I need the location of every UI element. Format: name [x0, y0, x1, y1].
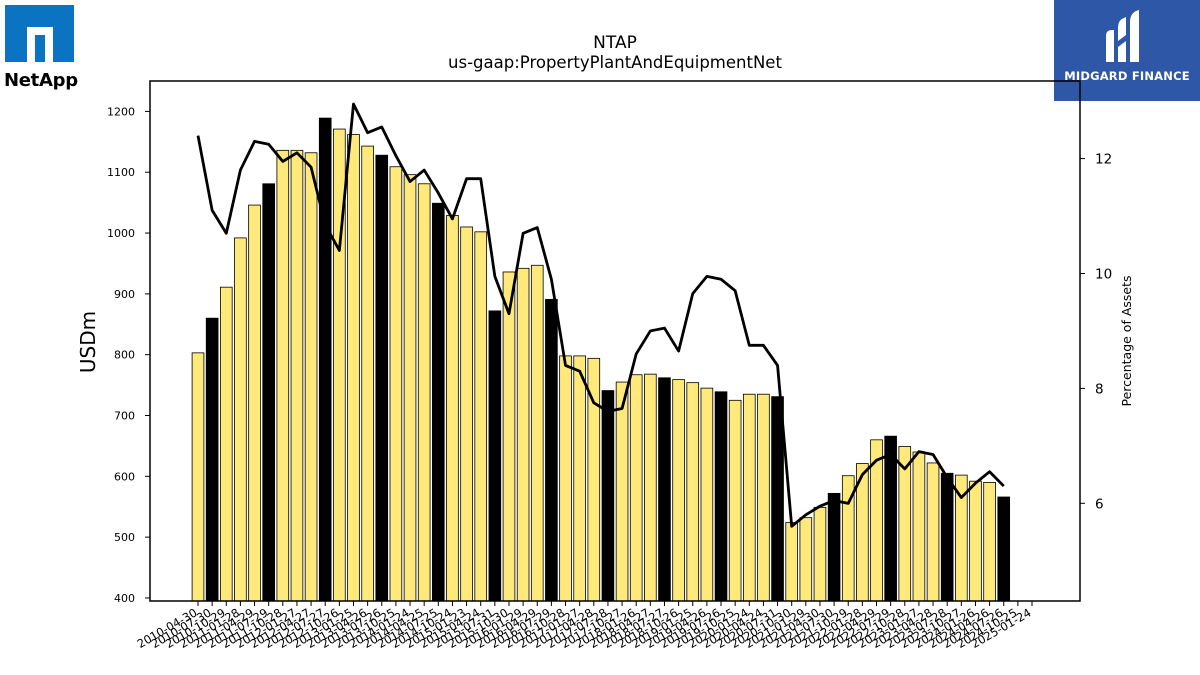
bar-2019-01-25: [686, 382, 700, 602]
y2-tick-label: 10: [1095, 266, 1112, 282]
chart-title: NTAP: [593, 33, 637, 53]
y2-tick-label: 12: [1095, 152, 1112, 168]
bar-2018-01-26: [629, 374, 643, 602]
bar-2016-04-29: [530, 264, 544, 602]
bar-2023-01-27: [912, 451, 926, 602]
y-axis-label: USDm: [76, 311, 100, 373]
midgard-mark-icon: [1106, 10, 1139, 62]
bar-2015-07-31: [488, 310, 502, 602]
bar-2015-04-24: [474, 231, 488, 602]
midgard-finance-logo: MIDGARD FINANCE: [1054, 0, 1200, 101]
bar-2013-07-26: [375, 154, 389, 602]
y-tick-label: 1100: [107, 166, 135, 179]
y-tick-label: 600: [114, 470, 135, 483]
y-tick-label: 800: [114, 349, 135, 362]
bar-2020-10-30: [785, 522, 798, 602]
bar-2018-07-27: [658, 377, 671, 602]
bar-series: [191, 117, 1011, 602]
y2-axis-ticks: 6 8 10 12: [1080, 152, 1112, 512]
bar-2019-10-25: [728, 399, 742, 602]
y-tick-label: 700: [114, 410, 135, 423]
y-axis-ticks: 400 500 600 700 800 900 1000 1100 1200: [107, 105, 150, 605]
bar-2024-07-26: [997, 496, 1011, 602]
bar-2024-04-26: [983, 481, 996, 602]
bar-2012-01-27: [290, 149, 304, 602]
bar-2012-04-27: [304, 152, 318, 602]
bar-2015-01-23: [460, 226, 473, 602]
netapp-logo-text: NetApp: [4, 70, 78, 91]
midgard-logo-text: MIDGARD FINANCE: [1064, 69, 1190, 83]
bar-2021-01-29: [799, 517, 813, 602]
bar-2023-07-28: [940, 472, 954, 602]
bar-2010-04-30: [191, 352, 205, 602]
y-tick-label: 1000: [107, 227, 135, 240]
bar-2020-04-24: [757, 393, 770, 602]
bar-2022-07-29: [884, 435, 897, 602]
x-axis-ticks: 2010-04-302010-07-302010-10-292011-01-28…: [135, 601, 1034, 651]
bar-2013-10-25: [389, 166, 403, 602]
bar-2014-01-24: [403, 174, 417, 602]
line-series: [196, 102, 1005, 528]
bar-2016-07-29: [545, 298, 558, 602]
bar-2021-04-30: [813, 506, 827, 602]
bar-2023-04-28: [926, 462, 940, 602]
bar-2011-04-29: [248, 204, 261, 602]
bar-2024-01-26: [969, 480, 982, 602]
chart-subtitle: us-gaap:PropertyPlantAndEquipmentNet: [448, 53, 782, 72]
y2-tick-label: 8: [1095, 381, 1104, 397]
netapp-logo: NetApp: [4, 4, 84, 94]
bar-2014-10-24: [446, 215, 459, 602]
bar-2018-10-26: [672, 379, 685, 602]
bar-2017-01-27: [573, 355, 586, 602]
bar-2014-07-25: [432, 202, 445, 602]
netapp-n-icon: [5, 5, 74, 62]
bar-2015-10-30: [502, 271, 516, 602]
bar-2011-07-29: [262, 183, 275, 602]
bar-2020-01-24: [742, 393, 756, 602]
plot-frame: [149, 80, 1081, 602]
bar-2012-07-27: [318, 117, 332, 602]
bar-2016-10-28: [559, 355, 572, 602]
bar-2019-04-26: [700, 387, 714, 602]
y-tick-label: 1200: [107, 105, 135, 118]
bar-2010-10-29: [219, 286, 233, 602]
percentage-line: [196, 102, 1005, 528]
bar-2021-07-30: [827, 492, 841, 602]
bar-2019-07-26: [714, 391, 728, 602]
bar-2010-07-30: [205, 317, 219, 602]
bar-2011-01-28: [234, 237, 247, 602]
bar-2013-01-25: [347, 134, 360, 602]
y-tick-label: 400: [114, 592, 135, 605]
bar-2011-10-28: [276, 149, 290, 602]
bar-2017-10-27: [615, 381, 629, 602]
y-tick-label: 500: [114, 531, 135, 544]
bar-2014-04-25: [417, 183, 431, 602]
bar-2016-01-29: [516, 267, 530, 602]
bar-2013-04-26: [361, 145, 374, 602]
y2-tick-label: 6: [1095, 496, 1104, 512]
bar-2017-07-28: [601, 390, 615, 602]
y-tick-label: 900: [114, 288, 135, 301]
y2-axis-label: Percentage of Assets: [1119, 276, 1134, 407]
bar-2018-04-27: [644, 373, 657, 602]
